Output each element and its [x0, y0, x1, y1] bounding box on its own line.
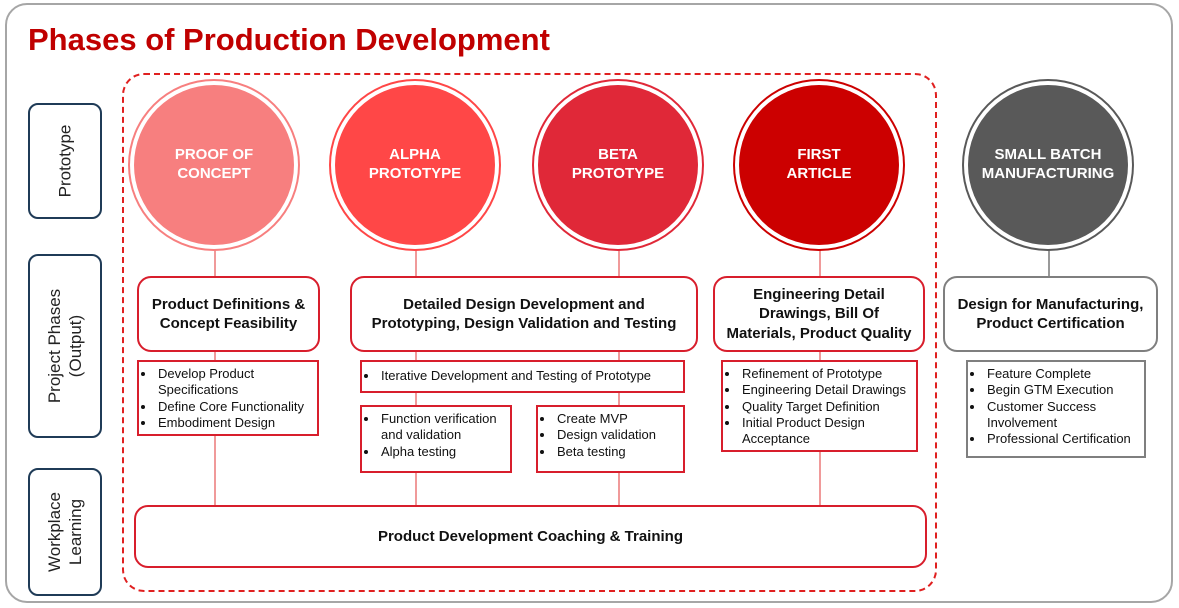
task-box: Create MVPDesign validationBeta testing [536, 405, 685, 473]
phase-label: BETA [598, 146, 638, 164]
row-label-line: (Output) [66, 314, 85, 378]
task-list: Create MVPDesign validationBeta testing [544, 411, 677, 460]
output-box: Detailed Design Development and Prototyp… [350, 276, 698, 352]
phase-circle: ALPHA PROTOTYPE [335, 85, 495, 245]
phase-label: PROTOTYPE [571, 165, 665, 182]
task-list: Develop Product SpecificationsDefine Cor… [145, 366, 311, 431]
phase-label: SMALL BATCH [994, 146, 1102, 164]
task-box: Refinement of PrototypeEngineering Detai… [721, 360, 918, 452]
task-item: Embodiment Design [156, 415, 311, 431]
phase-circle: SMALL BATCH MANUFACTURING [968, 85, 1128, 245]
task-list: Feature CompleteBegin GTM ExecutionCusto… [974, 366, 1138, 447]
phase-circle: PROOF OF CONCEPT [134, 85, 294, 245]
task-item: Develop Product Specifications [156, 366, 311, 399]
phase-circle: BETA PROTOTYPE [538, 85, 698, 245]
task-box: Develop Product SpecificationsDefine Cor… [137, 360, 319, 436]
task-list: Refinement of PrototypeEngineering Detai… [729, 366, 910, 447]
task-item: Begin GTM Execution [985, 382, 1138, 398]
task-item: Design validation [555, 427, 677, 443]
task-item: Customer Success Involvement [985, 399, 1138, 432]
phase-label: CONCEPT [177, 165, 251, 182]
row-label-box: Workplace Learning [28, 468, 102, 596]
row-label-line: Workplace [44, 492, 64, 572]
connector [618, 200, 620, 505]
phase-label: ALPHA [389, 146, 441, 164]
dashed-group [122, 73, 937, 592]
row-label-box: Project Phases (Output) [28, 254, 102, 438]
task-item: Refinement of Prototype [740, 366, 910, 382]
row-label: Prototype [54, 125, 75, 198]
connector [819, 200, 821, 505]
phase-label: PROOF OF [174, 146, 254, 164]
row-label: Workplace Learning [44, 492, 87, 572]
task-item: Initial Product Design Acceptance [740, 415, 910, 448]
task-box: Iterative Development and Testing of Pro… [360, 360, 685, 393]
phase-label: ARTICLE [786, 165, 852, 182]
task-item: Create MVP [555, 411, 677, 427]
phase-label: FIRST [797, 146, 841, 164]
row-label-line: Prototype [55, 124, 75, 198]
frame [5, 3, 1173, 603]
task-item: Function verification and validation [379, 411, 504, 444]
output-box: Engineering Detail Drawings, Bill Of Mat… [713, 276, 925, 352]
task-item: Feature Complete [985, 366, 1138, 382]
connector [415, 200, 417, 505]
output-box: Product Definitions & Concept Feasibilit… [137, 276, 320, 352]
task-box: Feature CompleteBegin GTM ExecutionCusto… [966, 360, 1146, 458]
task-box: Function verification and validationAlph… [360, 405, 512, 473]
task-item: Quality Target Definition [740, 399, 910, 415]
phase-circle: FIRST ARTICLE [739, 85, 899, 245]
title: Phases of Production Development [28, 22, 550, 57]
row-label-box: Prototype [28, 103, 102, 219]
task-item: Define Core Functionality [156, 399, 311, 415]
phase-label: PROTOTYPE [368, 165, 462, 182]
row-label-line: Project Phases [44, 288, 64, 404]
task-item: Alpha testing [379, 444, 504, 460]
task-item: Engineering Detail Drawings [740, 382, 910, 398]
task-list: Iterative Development and Testing of Pro… [368, 368, 651, 384]
row-label-line: Learning [66, 498, 85, 566]
task-item: Beta testing [555, 444, 677, 460]
connector [214, 200, 216, 505]
task-item: Professional Certification [985, 431, 1138, 447]
task-item: Iterative Development and Testing of Pro… [379, 368, 651, 384]
phase-label: MANUFACTURING [981, 165, 1115, 182]
row-label: Project Phases (Output) [44, 289, 87, 403]
output-box: Design for Manufacturing, Product Certif… [943, 276, 1158, 352]
task-list: Function verification and validationAlph… [368, 411, 504, 460]
learning-box: Product Development Coaching & Training [134, 505, 927, 568]
